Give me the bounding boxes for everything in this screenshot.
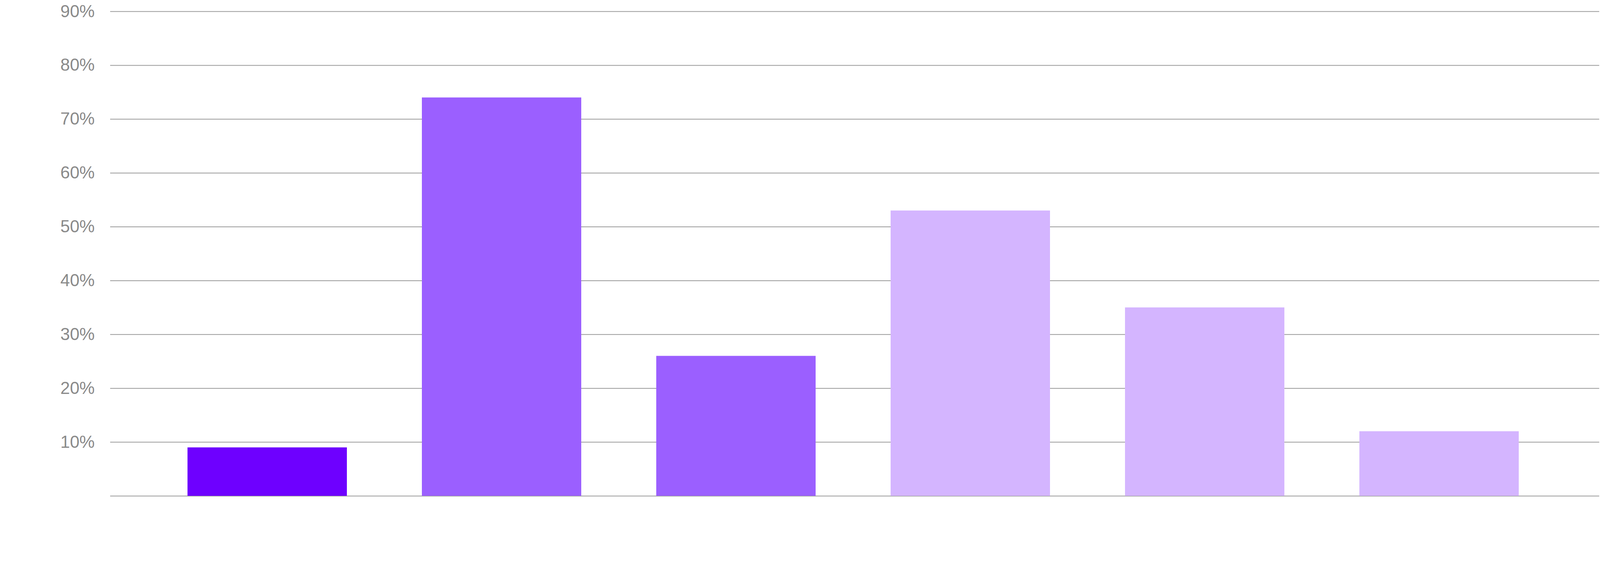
svg-text:60%: 60% xyxy=(60,162,95,183)
svg-text:40%: 40% xyxy=(60,270,95,290)
svg-text:70%: 70% xyxy=(60,108,95,129)
svg-text:80%: 80% xyxy=(60,55,95,75)
svg-text:30%: 30% xyxy=(60,324,95,344)
svg-text:20%: 20% xyxy=(60,378,95,398)
svg-text:90%: 90% xyxy=(60,1,95,21)
svg-text:10%: 10% xyxy=(60,432,95,452)
svg-text:50%: 50% xyxy=(60,216,95,236)
